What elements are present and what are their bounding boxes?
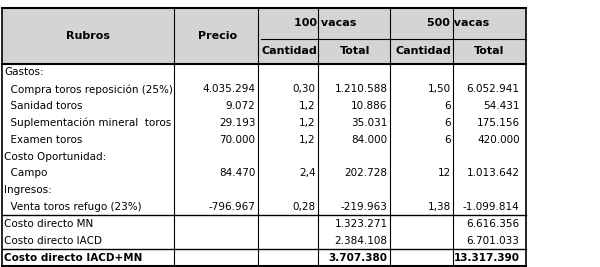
Text: 1.013.642: 1.013.642	[467, 168, 520, 178]
Text: 54.431: 54.431	[483, 101, 520, 111]
Text: 6: 6	[444, 118, 451, 128]
Text: Rubros: Rubros	[66, 31, 110, 41]
Text: 84.000: 84.000	[352, 135, 388, 145]
Text: 100 vacas: 100 vacas	[295, 18, 356, 28]
Text: 1,2: 1,2	[299, 135, 316, 145]
Text: -219.963: -219.963	[341, 202, 388, 212]
Text: Ingresos:: Ingresos:	[4, 185, 52, 195]
Text: Costo directo IACD+MN: Costo directo IACD+MN	[4, 253, 143, 262]
Text: 4.035.294: 4.035.294	[203, 84, 256, 94]
Text: 10.886: 10.886	[351, 101, 388, 111]
Text: 1.323.271: 1.323.271	[334, 219, 388, 229]
Text: 1,50: 1,50	[427, 84, 451, 94]
Text: 84.470: 84.470	[219, 168, 256, 178]
Text: Suplementación mineral  toros: Suplementación mineral toros	[4, 118, 172, 128]
Text: Costo Oportunidad:: Costo Oportunidad:	[4, 152, 106, 162]
Text: Precio: Precio	[198, 31, 237, 41]
Text: Venta toros refugo (23%): Venta toros refugo (23%)	[4, 202, 142, 212]
Text: 12: 12	[437, 168, 451, 178]
Text: 2.384.108: 2.384.108	[335, 236, 388, 246]
Text: 1,2: 1,2	[299, 118, 316, 128]
Text: 6.052.941: 6.052.941	[467, 84, 520, 94]
Text: 6: 6	[444, 101, 451, 111]
Text: Total: Total	[340, 46, 371, 56]
Text: Costo directo IACD: Costo directo IACD	[4, 236, 102, 246]
Text: Compra toros reposición (25%): Compra toros reposición (25%)	[4, 84, 173, 95]
Text: 70.000: 70.000	[220, 135, 256, 145]
Text: 500 vacas: 500 vacas	[427, 18, 489, 28]
Bar	[2, 8, 526, 64]
Text: 0,28: 0,28	[292, 202, 316, 212]
Text: 6.701.033: 6.701.033	[467, 236, 520, 246]
Text: 1.210.588: 1.210.588	[335, 84, 388, 94]
Text: 13.317.390: 13.317.390	[454, 253, 520, 262]
Text: Cantidad: Cantidad	[262, 46, 317, 56]
Text: 420.000: 420.000	[477, 135, 520, 145]
Text: 3.707.380: 3.707.380	[329, 253, 388, 262]
Text: -1.099.814: -1.099.814	[463, 202, 520, 212]
Text: 202.728: 202.728	[344, 168, 388, 178]
Text: Total: Total	[474, 46, 504, 56]
Text: Cantidad: Cantidad	[396, 46, 451, 56]
Text: Gastos:: Gastos:	[4, 68, 44, 77]
Text: 6: 6	[444, 135, 451, 145]
Text: 6.616.356: 6.616.356	[466, 219, 520, 229]
Text: -796.967: -796.967	[209, 202, 256, 212]
Text: Campo: Campo	[4, 168, 47, 178]
Text: 175.156: 175.156	[476, 118, 520, 128]
Text: Examen toros: Examen toros	[4, 135, 83, 145]
Text: 35.031: 35.031	[351, 118, 388, 128]
Text: 1,2: 1,2	[299, 101, 316, 111]
Text: 29.193: 29.193	[219, 118, 256, 128]
Text: 0,30: 0,30	[293, 84, 316, 94]
Text: Sanidad toros: Sanidad toros	[4, 101, 83, 111]
Text: 9.072: 9.072	[226, 101, 256, 111]
Text: 1,38: 1,38	[427, 202, 451, 212]
Text: 2,4: 2,4	[299, 168, 316, 178]
Text: Costo directo MN: Costo directo MN	[4, 219, 94, 229]
